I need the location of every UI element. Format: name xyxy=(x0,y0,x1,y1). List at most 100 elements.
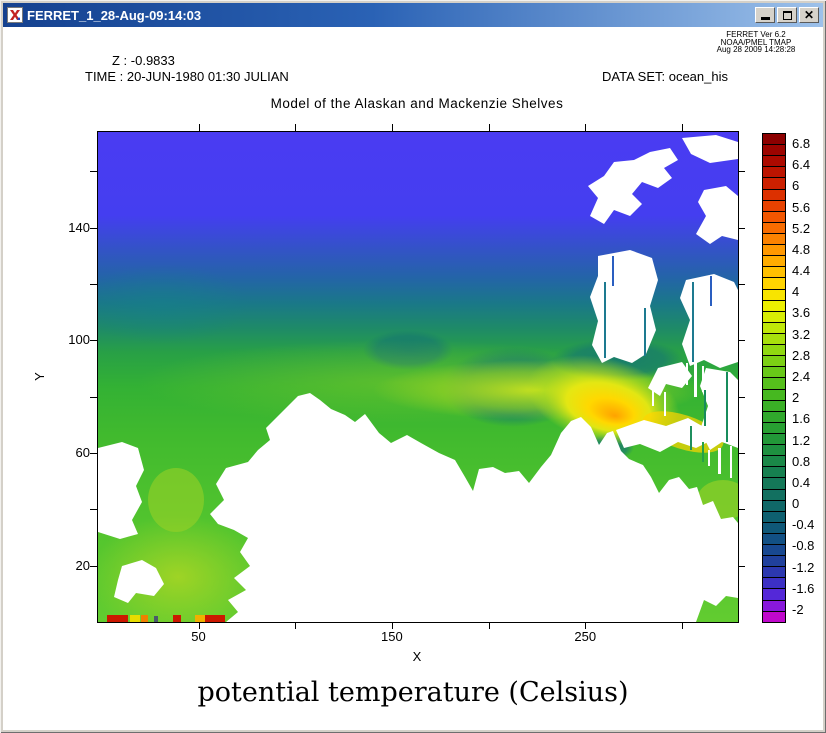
colorbar-segment xyxy=(763,145,785,157)
island-slivers xyxy=(652,363,732,478)
colorbar-segment xyxy=(763,245,785,257)
colorbar-segment xyxy=(763,256,785,268)
colorbar-tick-label: 6 xyxy=(792,178,800,194)
land-coast-east-of-plume xyxy=(616,418,712,452)
colorbar-segment xyxy=(763,333,785,346)
warm-channel-pinch xyxy=(148,468,204,532)
x-tick xyxy=(295,124,297,131)
colorbar-tick-label: 2.4 xyxy=(792,369,811,384)
ferret-version-stamp: FERRET Ver 6.2 NOAA/PMEL TMAP Aug 28 200… xyxy=(691,31,821,54)
window-titlebar[interactable]: FERRET_1_28-Aug-09:14:03 ✕ xyxy=(3,3,823,27)
colorbar-segment xyxy=(763,400,785,412)
colorbar-tick-label: 4 xyxy=(792,284,800,300)
colorbar-segment xyxy=(763,167,785,179)
x-axis-title: X xyxy=(412,649,422,664)
land-west-patch xyxy=(98,442,144,539)
x-tick xyxy=(198,622,200,629)
colorbar-segment xyxy=(763,345,785,357)
y-tick-label: 100 xyxy=(68,332,90,348)
colorbar-segment xyxy=(763,600,785,612)
maximize-button[interactable] xyxy=(777,7,797,23)
x-tick xyxy=(295,622,297,629)
x-tick xyxy=(488,124,490,131)
y-tick-label: 60 xyxy=(75,445,90,461)
colorbar-tick-label: 0.4 xyxy=(792,474,811,490)
island-banks-east xyxy=(680,274,738,368)
stamp-org: NOAA/PMEL TMAP xyxy=(720,37,792,47)
colorbar-segment xyxy=(763,356,785,368)
colorbar-segment xyxy=(763,211,785,223)
island-banks-west xyxy=(590,250,658,363)
y-axis-title: Y xyxy=(31,372,47,381)
colorbar-tick-label: -0.8 xyxy=(792,538,815,554)
minimize-icon xyxy=(760,17,770,20)
y-tick xyxy=(90,453,97,455)
y-tick xyxy=(738,509,745,511)
y-tick xyxy=(90,284,97,286)
colorbar-segment xyxy=(763,300,785,312)
x-tick xyxy=(681,124,683,131)
close-button[interactable]: ✕ xyxy=(799,7,819,23)
colorbar-segment xyxy=(763,222,785,234)
colorbar-segment xyxy=(763,367,785,379)
y-tick-label: 140 xyxy=(68,219,90,235)
colorbar-tick-label: 5.6 xyxy=(792,199,811,215)
colorbar-segment xyxy=(763,433,785,446)
stamp-version: FERRET Ver 6.2 xyxy=(726,30,786,39)
colorbar-segment xyxy=(763,578,785,590)
colorbar-segment xyxy=(763,267,785,279)
close-icon: ✕ xyxy=(803,8,815,22)
colorbar-segment xyxy=(763,233,785,246)
colorbar xyxy=(762,133,786,623)
stamp-datetime: Aug 28 2009 14:28:28 xyxy=(716,45,796,54)
y-tick xyxy=(738,453,745,455)
colorbar-segment xyxy=(763,156,785,168)
x-tick xyxy=(585,124,587,131)
colorbar-tick-label: 4.8 xyxy=(792,241,811,257)
colorbar-segment xyxy=(763,411,785,423)
colorbar-segment xyxy=(763,489,785,501)
dataset-label: DATA SET: ocean_his xyxy=(602,69,728,84)
colorbar-segment xyxy=(763,567,785,579)
colorbar-segment xyxy=(763,422,785,434)
minimize-button[interactable] xyxy=(755,7,775,23)
island-archipelago-corner xyxy=(682,135,738,163)
colorbar-segment xyxy=(763,389,785,401)
plot-canvas: FERRET Ver 6.2 NOAA/PMEL TMAP Aug 28 200… xyxy=(3,27,823,730)
y-tick xyxy=(90,227,97,229)
x-tick xyxy=(585,622,587,629)
colorbar-segment xyxy=(763,556,785,568)
time-label: TIME : 20-JUN-1980 01:30 JULIAN xyxy=(85,69,289,84)
x11-logo-icon xyxy=(10,10,20,20)
colorbar-segment xyxy=(763,289,785,301)
x-tick-label: 50 xyxy=(191,629,206,644)
colorbar-segment xyxy=(763,478,785,490)
colorbar-tick-label: -0.4 xyxy=(792,517,815,533)
colorbar-segment xyxy=(763,500,785,512)
island-right-edge-north xyxy=(696,186,738,244)
colorbar-segment xyxy=(763,378,785,390)
y-tick xyxy=(738,396,745,398)
y-tick xyxy=(90,509,97,511)
island-archipelago-chain xyxy=(588,148,678,224)
colorbar-tick-label: 1.6 xyxy=(792,411,811,427)
colorbar-segment xyxy=(763,467,785,479)
maximize-icon xyxy=(782,11,792,20)
colorbar-tick-label: 3.2 xyxy=(792,326,811,342)
plot-title: Model of the Alaskan and Mackenzie Shelv… xyxy=(270,96,564,111)
colorbar-segment xyxy=(763,178,785,190)
colorbar-tick-label: -2 xyxy=(792,602,804,617)
colorbar-tick-label: 6.8 xyxy=(792,136,811,151)
colorbar-segment xyxy=(763,456,785,468)
hot-boundary-cells xyxy=(107,615,225,622)
y-tick xyxy=(90,396,97,398)
colorbar-segment xyxy=(763,200,785,212)
y-tick xyxy=(738,284,745,286)
land-west-islet xyxy=(114,560,164,603)
x-tick xyxy=(391,124,393,131)
x-tick-label: 150 xyxy=(381,629,403,644)
temperature-heatmap xyxy=(98,132,738,622)
colorbar-segment xyxy=(763,522,785,534)
colorbar-segment xyxy=(763,278,785,290)
land-mainland xyxy=(210,393,738,622)
